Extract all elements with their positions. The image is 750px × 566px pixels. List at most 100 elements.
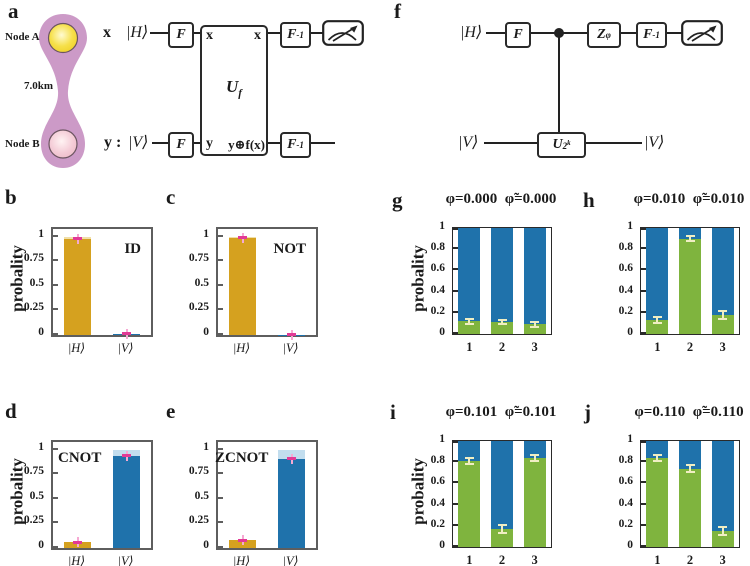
ytick-label: 0: [439, 326, 445, 338]
ytick-mark: [218, 333, 223, 335]
ytick-mark: [641, 310, 646, 313]
ytick-mark: [453, 332, 458, 334]
ytick-mark: [453, 289, 458, 292]
ytick-label: 0: [38, 539, 44, 551]
ket-H-input: |H⟩: [460, 24, 483, 41]
error-cap-bottom: [464, 463, 474, 466]
chart-g-plot: [452, 227, 552, 335]
chart-d-plot: [51, 440, 153, 550]
ytick-label: 0.4: [430, 496, 445, 509]
panel-f-label: f: [394, 0, 401, 23]
ytick-mark: [53, 308, 58, 311]
finv-sup: -1: [296, 29, 304, 40]
chart-e-annotation: ZCNOT: [215, 450, 269, 466]
ytick-mark: [641, 332, 646, 334]
node-b-photon: [48, 129, 78, 159]
chart-d-annotation: CNOT: [58, 450, 102, 466]
chart-j-plot: [640, 440, 740, 548]
error-cap-top: [464, 456, 474, 459]
ytick-mark: [218, 234, 223, 237]
bar-upper-j-2: [711, 441, 734, 532]
chart-h-title: φ=0.010 φ̃=0.010: [633, 191, 745, 207]
ytick-mark: [641, 481, 646, 484]
ytick-mark: [218, 308, 223, 311]
z-base: Z: [597, 27, 606, 42]
ytick-mark: [453, 545, 458, 547]
finv-base: F: [287, 137, 297, 152]
inverse-fourier-gate: F -1: [280, 22, 311, 48]
error-cap-top: [718, 310, 728, 313]
chart-c-plot: [216, 227, 318, 340]
ytick-label: 0: [203, 326, 209, 338]
ytick-label: 0.4: [618, 283, 633, 296]
ytick-mark: [641, 228, 646, 230]
ytick-mark: [218, 472, 223, 475]
finv-sup: -1: [652, 29, 660, 40]
ytick-mark: [53, 496, 58, 499]
xtick-label: 1: [466, 553, 473, 566]
ytick-mark: [641, 289, 646, 292]
u-base: U: [552, 137, 563, 152]
ytick-label: 0.25: [188, 514, 209, 527]
error-cap-top: [530, 454, 540, 457]
ytick-mark: [453, 523, 458, 526]
ytick-label: 0.8: [618, 241, 633, 254]
ytick-mark: [453, 247, 458, 250]
bar-lower-g-0: [458, 321, 481, 334]
uf-sub: f: [238, 87, 242, 100]
chart-i-title: φ=0.101 φ̃=0.101: [445, 404, 557, 420]
xtick-label: |V⟩: [117, 554, 134, 566]
panel-j-label: j: [584, 400, 591, 424]
error-cap-top: [497, 523, 507, 526]
error-cap-bottom: [652, 460, 662, 463]
xtick-label: |V⟩: [117, 341, 134, 355]
ytick-label: 1: [439, 220, 445, 232]
error-whisker: [533, 322, 536, 327]
xtick-label: |V⟩: [282, 341, 299, 355]
u-sup: 2: [562, 140, 568, 151]
bar-lower-j-1: [679, 468, 701, 547]
register-x-label: x: [103, 24, 111, 41]
ytick-label: 1: [627, 220, 633, 232]
error-whisker: [689, 465, 691, 472]
error-bar: [238, 236, 247, 240]
panel-d-label: d: [5, 399, 17, 423]
error-cap-bottom: [464, 322, 474, 325]
ytick-label: 1: [38, 440, 44, 453]
error-cap-bottom: [718, 317, 728, 320]
error-bar: [122, 332, 131, 336]
ytick-label: 1: [203, 227, 209, 240]
ytick-label: 0.8: [618, 454, 633, 467]
bar-lower-h-0: [646, 320, 669, 334]
register-y-label: y :: [104, 134, 122, 151]
fourier-gate: F: [505, 22, 531, 48]
ytick-label: 0: [627, 539, 633, 551]
circuit-f-top-wire: [486, 32, 682, 34]
ytick-mark: [453, 481, 458, 484]
bar-upper-g-2: [523, 228, 546, 325]
error-whisker: [721, 311, 724, 319]
error-cap-bottom: [530, 459, 540, 462]
entanglement-link-shape: [39, 14, 87, 168]
ytick-mark: [453, 441, 458, 443]
z-sub: φ: [605, 29, 611, 40]
error-cap-top: [685, 464, 695, 467]
u-power-gate: U 2k: [537, 132, 586, 158]
bar-lower-i-0: [458, 461, 481, 547]
ytick-label: 1: [627, 433, 633, 445]
node-a-photon: [47, 22, 79, 54]
error-bar: [73, 237, 82, 241]
finv-base: F: [287, 27, 297, 42]
distance-label: 7.0km: [24, 80, 54, 92]
ytick-mark: [53, 259, 58, 262]
fourier-gate-label: F: [176, 27, 186, 42]
fourier-gate: F: [168, 132, 194, 158]
bar-upper-j-0: [646, 441, 669, 458]
chart-h-plot: [640, 227, 740, 335]
ytick-mark: [53, 521, 58, 524]
bar-lower-g-1: [491, 322, 513, 334]
ytick-label: 0.25: [23, 514, 44, 527]
ytick-label: 0.2: [618, 304, 633, 317]
